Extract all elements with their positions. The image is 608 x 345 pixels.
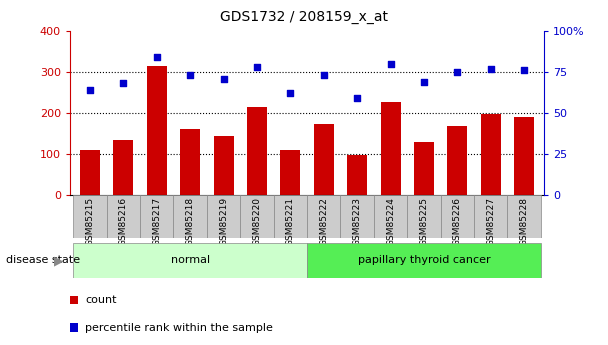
- Point: [185, 72, 195, 78]
- Point: [486, 66, 496, 71]
- Bar: [240, 195, 274, 238]
- Text: papillary thyroid cancer: papillary thyroid cancer: [358, 256, 490, 265]
- Bar: [314, 125, 334, 195]
- Bar: [140, 195, 173, 238]
- Bar: [381, 101, 401, 195]
- Text: GSM85225: GSM85225: [420, 197, 429, 246]
- Bar: [347, 155, 367, 195]
- Bar: [447, 126, 468, 195]
- Text: GSM85217: GSM85217: [152, 197, 161, 246]
- Text: GSM85221: GSM85221: [286, 197, 295, 246]
- Bar: [474, 195, 508, 238]
- Point: [85, 87, 95, 93]
- Bar: [80, 150, 100, 195]
- Text: GSM85220: GSM85220: [252, 197, 261, 246]
- Point: [519, 68, 529, 73]
- Text: GSM85224: GSM85224: [386, 197, 395, 246]
- Text: disease state: disease state: [6, 256, 80, 265]
- Bar: [307, 243, 541, 278]
- Bar: [307, 195, 340, 238]
- Bar: [173, 195, 207, 238]
- Text: GSM85223: GSM85223: [353, 197, 362, 246]
- Point: [452, 69, 462, 75]
- Bar: [147, 66, 167, 195]
- Text: normal: normal: [171, 256, 210, 265]
- Point: [152, 55, 162, 60]
- Bar: [180, 129, 200, 195]
- Bar: [514, 117, 534, 195]
- Bar: [481, 114, 501, 195]
- Point: [352, 96, 362, 101]
- Text: GSM85215: GSM85215: [86, 197, 94, 246]
- Point: [385, 61, 395, 67]
- Point: [419, 79, 429, 85]
- Bar: [340, 195, 374, 238]
- Bar: [73, 195, 106, 238]
- Bar: [106, 195, 140, 238]
- Bar: [247, 107, 267, 195]
- Text: ▶: ▶: [54, 254, 64, 267]
- Bar: [414, 142, 434, 195]
- Point: [119, 81, 128, 86]
- Text: GDS1732 / 208159_x_at: GDS1732 / 208159_x_at: [220, 10, 388, 24]
- Text: GSM85228: GSM85228: [520, 197, 528, 246]
- Bar: [374, 195, 407, 238]
- Text: GSM85218: GSM85218: [185, 197, 195, 246]
- Point: [219, 76, 229, 81]
- Text: GSM85222: GSM85222: [319, 197, 328, 246]
- Point: [286, 91, 295, 96]
- Bar: [441, 195, 474, 238]
- Bar: [274, 195, 307, 238]
- Bar: [73, 243, 307, 278]
- Bar: [280, 150, 300, 195]
- Bar: [407, 195, 441, 238]
- Bar: [113, 140, 133, 195]
- Text: count: count: [85, 295, 117, 305]
- Point: [252, 64, 262, 70]
- Text: percentile rank within the sample: percentile rank within the sample: [85, 323, 273, 333]
- Bar: [207, 195, 240, 238]
- Text: GSM85216: GSM85216: [119, 197, 128, 246]
- Text: GSM85226: GSM85226: [453, 197, 462, 246]
- Text: GSM85227: GSM85227: [486, 197, 496, 246]
- Text: GSM85219: GSM85219: [219, 197, 228, 246]
- Point: [319, 72, 328, 78]
- Bar: [508, 195, 541, 238]
- Bar: [213, 136, 233, 195]
